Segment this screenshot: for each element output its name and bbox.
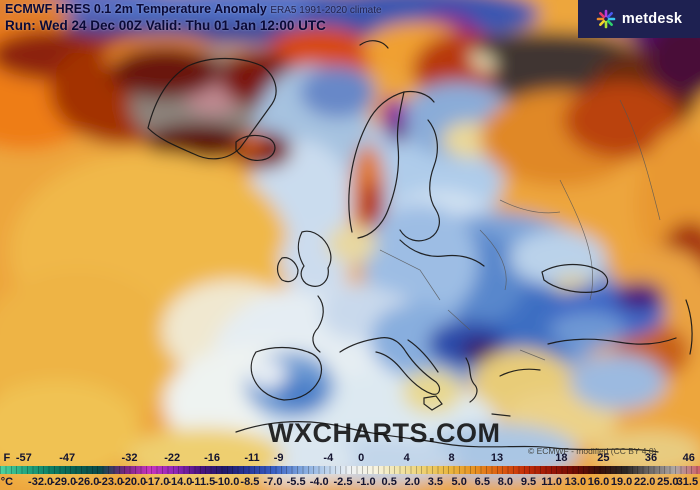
- scale-label-c: -26.0: [74, 476, 100, 488]
- scale-label-c: -2.5: [333, 476, 353, 488]
- scale-c-prefix: °C: [0, 476, 14, 488]
- scale-label-c: -1.0: [356, 476, 376, 488]
- country-borders: [379, 99, 661, 361]
- scale-label-c: -23.0: [98, 476, 124, 488]
- scale-label-c: 31.5: [676, 476, 699, 488]
- metdesk-logo-text: metdesk: [621, 11, 683, 27]
- scale-label-f: -4: [323, 452, 334, 464]
- scale-label-c: -32.0: [28, 476, 54, 488]
- scale-label-c: 3.5: [427, 476, 444, 488]
- scale-label-f: -22: [164, 452, 181, 464]
- scale-label-f: -11: [244, 452, 260, 464]
- scale-label-f: 46: [682, 452, 695, 464]
- scale-label-c: -7.0: [263, 476, 283, 488]
- scale-label-c: 11.0: [541, 476, 562, 488]
- scale-gradient-bar: [0, 466, 700, 474]
- chart-title-line: ECMWF HRES 0.1 2m Temperature Anomaly ER…: [5, 2, 382, 17]
- scale-label-c: -4.0: [309, 476, 329, 488]
- scale-label-c: 13.0: [564, 476, 587, 488]
- scale-label-c: -20.0: [121, 476, 147, 488]
- scale-label-c: -14.0: [167, 476, 193, 488]
- scale-label-f: -16: [204, 452, 221, 464]
- scale-label-c: 19.0: [610, 476, 633, 488]
- scale-label-f: 36: [644, 452, 658, 464]
- scale-label-c: -29.0: [51, 476, 77, 488]
- scale-c-row: °C -32.0 -29.0 -26.0 -23.0 -20.0 -17.0 -14.0 -1…: [0, 476, 700, 488]
- scale-label-f: 13: [490, 452, 504, 464]
- model-name: ECMWF HRES 0.1: [5, 2, 112, 16]
- climate-baseline-note: ERA5 1991-2020 climate: [270, 5, 382, 16]
- scale-label-c: 8.0: [497, 476, 514, 488]
- page-title: 2m Temperature Anomaly: [114, 2, 267, 16]
- scale-f-row: F -57 -47 -32 -22 -16 -11 -9 -4 0 4 8 13 18 25 36 46: [0, 452, 700, 464]
- scale-label-c: -8.5: [240, 476, 260, 488]
- scale-label-f: 25: [597, 452, 610, 464]
- temperature-scale-bar: F -57 -47 -32 -22 -16 -11 -9 -4 0 4 8 13 18 25 36 46 °C…: [0, 452, 700, 490]
- scale-label-c: 9.5: [520, 476, 537, 488]
- scale-label-c: 22.0: [633, 476, 656, 488]
- scale-label-f: 4: [403, 452, 410, 464]
- scale-label-f: -9: [273, 452, 284, 464]
- ecmwf-attribution: © ECMWF - modified (CC BY 4.0): [528, 446, 657, 456]
- scale-label-f: -47: [59, 452, 76, 464]
- scale-label-c: 16.0: [587, 476, 610, 488]
- scale-label-f: -32: [121, 452, 138, 464]
- scale-label-f: 8: [448, 452, 455, 464]
- scale-label-c: 2.0: [404, 476, 420, 488]
- scale-label-c: -11.5: [190, 476, 216, 488]
- scale-label-c: -10.0: [214, 476, 240, 488]
- scale-label-c: 5.0: [451, 476, 467, 488]
- scale-label-f: 18: [555, 452, 568, 464]
- scale-label-c: -17.0: [144, 476, 170, 488]
- coastlines: [147, 40, 693, 453]
- scale-f-prefix: F: [3, 452, 11, 464]
- scale-label-c: 6.5: [474, 476, 490, 488]
- metdesk-logo: metdesk: [578, 0, 700, 38]
- scale-label-f: -57: [15, 452, 32, 464]
- scale-label-c: 25.0: [657, 476, 679, 488]
- scale-label-c: 0.5: [381, 476, 397, 488]
- chart-header: ECMWF HRES 0.1 2m Temperature Anomaly ER…: [5, 2, 382, 33]
- wxcharts-watermark: WXCHARTS.COM: [268, 418, 501, 448]
- scale-label-c: -5.5: [286, 476, 306, 488]
- scale-label-f: 0: [358, 452, 365, 464]
- metdesk-star-icon: [596, 9, 616, 29]
- run-valid-line: Run: Wed 24 Dec 00Z Valid: Thu 01 Jan 12…: [5, 17, 326, 33]
